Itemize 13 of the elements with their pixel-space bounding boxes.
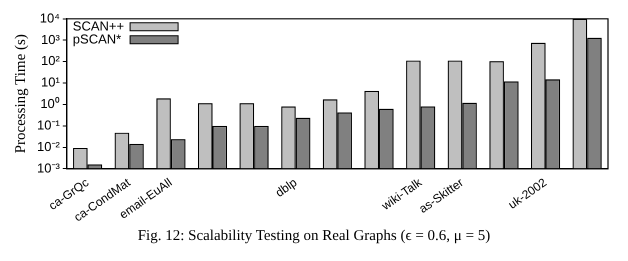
y-tick-label: 10⁴ [40, 10, 60, 26]
y-tick-label: 10⁻³ [36, 160, 60, 176]
y-axis-title: Processing Time (s) [12, 34, 29, 154]
y-tick-label: 10³ [40, 32, 60, 47]
y-tick-label: 10¹ [40, 74, 60, 90]
caption: Fig. 12: Scalability Testing on Real Graphs (ϵ = 0.6, μ = 5) [136, 228, 492, 245]
y-tick-label: 10² [40, 53, 60, 68]
y-tick-label: 10⁻¹ [36, 117, 60, 132]
y-tick-label: 10⁻² [36, 138, 60, 154]
legend-label: pSCAN* [72, 31, 122, 46]
legend-label: SCAN++ [72, 18, 124, 34]
y-tick-label: 10⁰ [40, 96, 60, 112]
x-tick-label: dblp [272, 175, 300, 200]
